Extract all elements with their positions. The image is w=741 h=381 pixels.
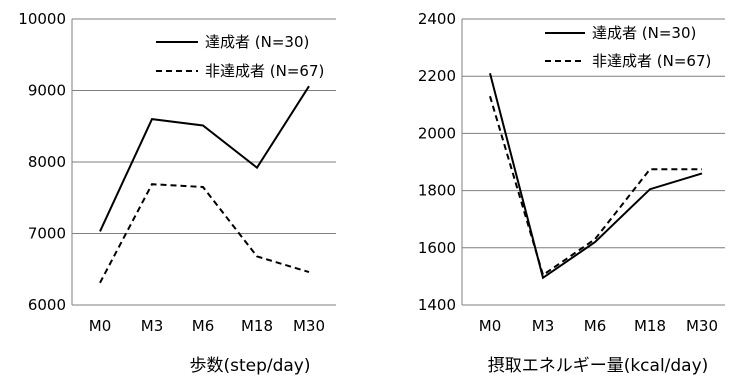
x-tick-label: M6 bbox=[192, 317, 215, 335]
series-lines-energy bbox=[489, 73, 703, 280]
legend-label-non-achiever: 非達成者 (N=67) bbox=[592, 52, 711, 70]
gridlines-steps bbox=[72, 18, 336, 234]
y-tick-label: 8000 bbox=[28, 153, 66, 171]
y-tick-label: 1400 bbox=[418, 296, 456, 314]
legend-label-achiever: 達成者 (N=30) bbox=[592, 24, 696, 42]
y-tick-label: 2000 bbox=[418, 124, 456, 142]
y-tick-label: 10000 bbox=[18, 10, 66, 28]
chart-energy-intake: 1400 1600 1800 2000 2200 2400 M0 M3 M6 M18 M30 達成者… bbox=[418, 10, 725, 376]
x-tick-label: M0 bbox=[479, 317, 502, 335]
axes-steps bbox=[71, 19, 336, 306]
tick-labels-energy: 1400 1600 1800 2000 2200 2400 M0 M3 M6 M18 M30 bbox=[418, 10, 718, 335]
x-tick-label: M3 bbox=[141, 317, 164, 335]
legend-energy: 達成者 (N=30) 非達成者 (N=67) bbox=[545, 24, 711, 70]
y-tick-label: 2200 bbox=[418, 67, 456, 85]
y-tick-label: 9000 bbox=[28, 82, 66, 100]
x-tick-label: M18 bbox=[634, 317, 666, 335]
legend-label-achiever: 達成者 (N=30) bbox=[205, 33, 309, 51]
y-tick-label: 2400 bbox=[418, 10, 456, 28]
x-axis-label-energy: 摂取エネルギー量(kcal/day) bbox=[488, 356, 709, 376]
x-tick-label: M0 bbox=[89, 317, 112, 335]
series-line-non-achiever bbox=[99, 183, 310, 284]
x-tick-label: M30 bbox=[293, 317, 325, 335]
legend-steps: 達成者 (N=30) 非達成者 (N=67) bbox=[156, 33, 324, 80]
x-tick-label: M30 bbox=[686, 317, 718, 335]
series-lines-steps bbox=[99, 85, 310, 284]
x-tick-label: M6 bbox=[584, 317, 607, 335]
x-tick-label: M18 bbox=[241, 317, 273, 335]
axes-energy bbox=[461, 19, 725, 306]
y-tick-label: 7000 bbox=[28, 225, 66, 243]
legend-label-non-achiever: 非達成者 (N=67) bbox=[205, 62, 324, 80]
x-axis-label-steps: 歩数(step/day) bbox=[189, 356, 310, 376]
series-line-achiever bbox=[99, 85, 310, 232]
y-tick-label: 1800 bbox=[418, 182, 456, 200]
series-line-non-achiever bbox=[489, 95, 702, 277]
gridlines-energy bbox=[462, 18, 725, 249]
x-tick-label: M3 bbox=[532, 317, 555, 335]
chart-steps: 6000 7000 8000 9000 10000 M0 M3 M6 M18 M30 達成者 (N… bbox=[18, 10, 336, 376]
y-tick-label: 6000 bbox=[28, 296, 66, 314]
series-line-achiever bbox=[489, 73, 703, 280]
y-tick-label: 1600 bbox=[418, 239, 456, 257]
tick-labels-steps: 6000 7000 8000 9000 10000 M0 M3 M6 M18 M30 bbox=[18, 10, 325, 335]
